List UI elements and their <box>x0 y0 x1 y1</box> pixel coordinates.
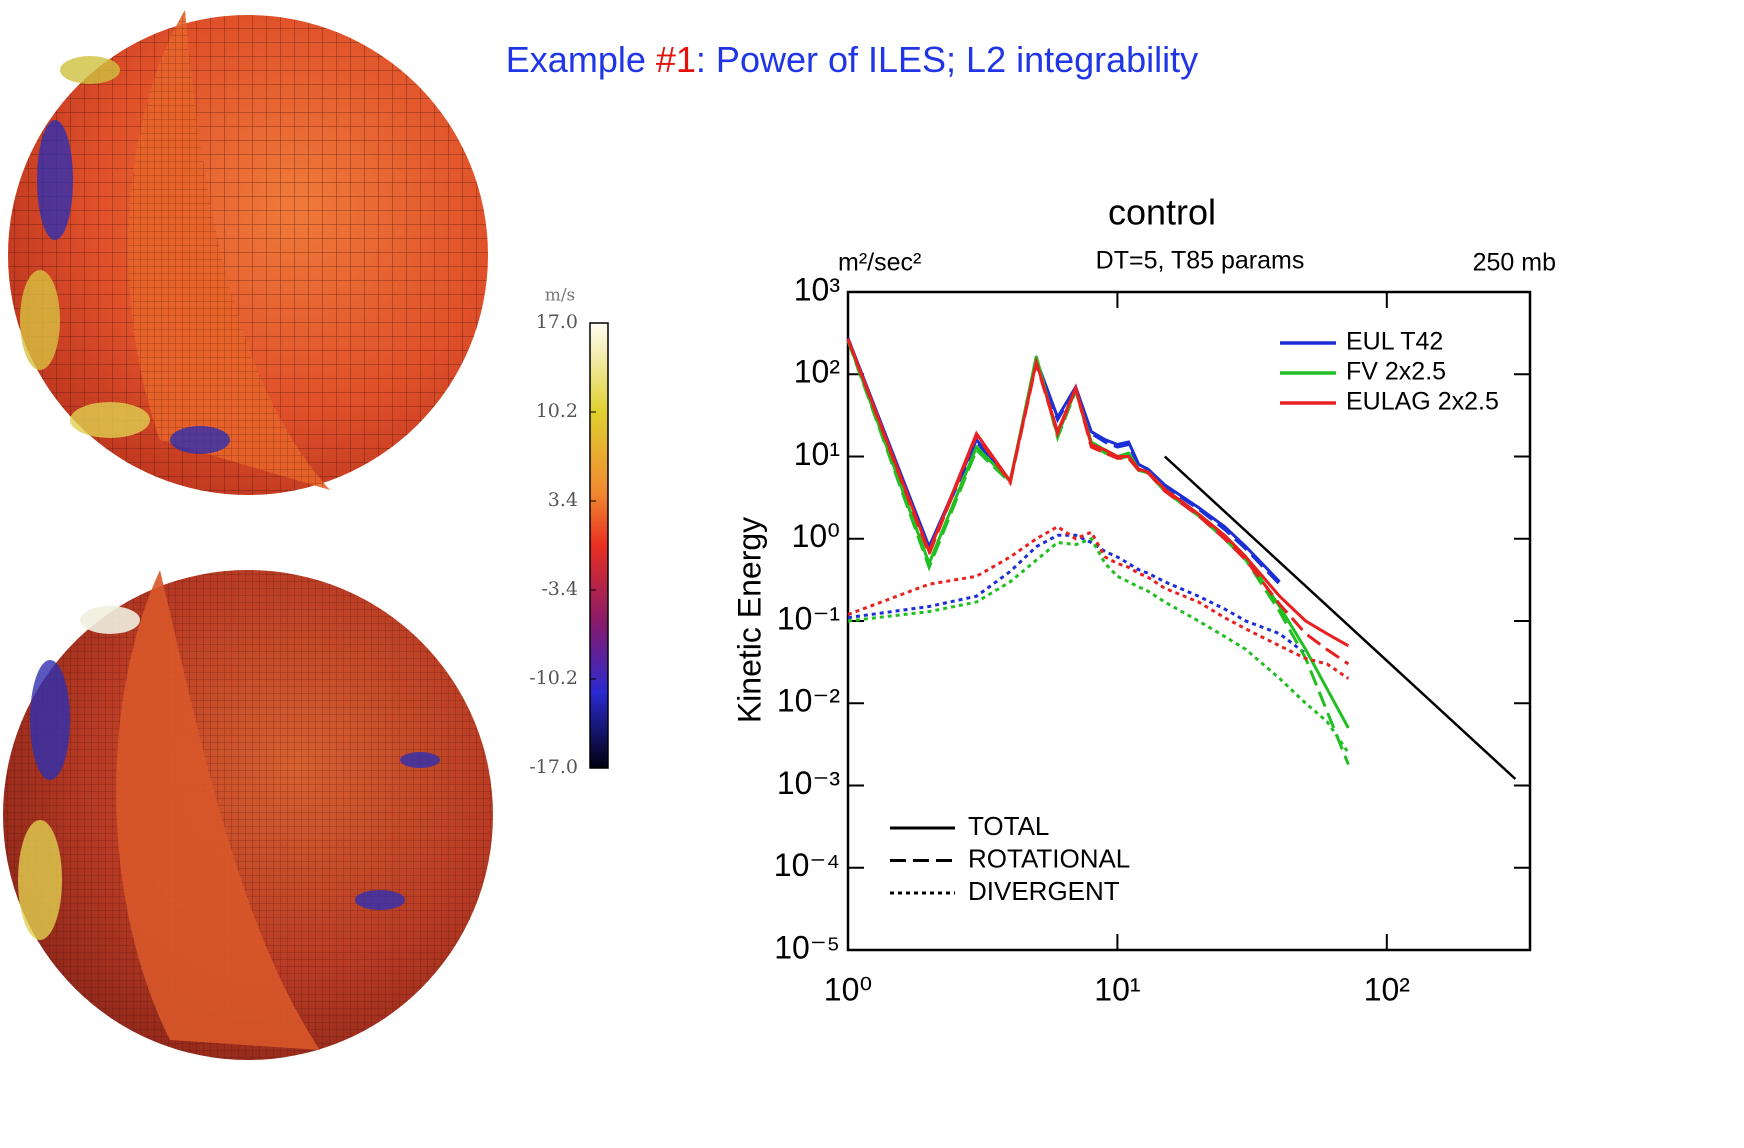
colorbar-unit: m/s <box>545 286 576 306</box>
series-line <box>846 338 1350 648</box>
reference-line <box>1163 455 1517 780</box>
style-legend-label: DIVERGENT <box>968 876 1120 906</box>
level-label: 250 mb <box>1473 249 1556 277</box>
y-tick-label: 10³ <box>794 271 841 307</box>
y-tick-label: 10⁻⁵ <box>774 929 840 965</box>
y-tick-label: 10⁻² <box>777 683 840 719</box>
colorbar-tick-label: -17.0 <box>529 756 578 778</box>
colorbar-tick-label: 3.4 <box>548 489 578 511</box>
colorbar-gradient <box>589 322 609 769</box>
chart: control DT=5, T85 params m²/sec² 250 mb Kine… <box>731 192 1556 1008</box>
sphere-top <box>8 10 488 495</box>
title-part: #1 <box>656 39 696 80</box>
x-tick-label: 10² <box>1364 971 1411 1007</box>
y-tick-label: 10⁰ <box>792 518 840 554</box>
title-part: : Power of ILES; L2 integrability <box>696 39 1198 80</box>
sphere-bottom <box>3 570 493 1060</box>
y-tick-label: 10⁻¹ <box>777 600 840 636</box>
colorbar-tick-label: -10.2 <box>529 667 578 689</box>
unit-label: m²/sec² <box>838 249 921 277</box>
series-line <box>847 524 1350 680</box>
y-tick-label: 10⁻³ <box>777 765 840 801</box>
series-line <box>847 533 1307 655</box>
y-tick-label: 10¹ <box>794 436 840 472</box>
legend-label: FV 2x2.5 <box>1346 358 1446 386</box>
colorbar-tick-label: 10.2 <box>536 400 578 422</box>
legend-label: EUL T42 <box>1346 328 1443 356</box>
colorbar: m/s 17.0 10.2 3.4 -3.4 -10.2 -17.0 <box>529 286 609 778</box>
chart-subtitle: DT=5, T85 params <box>1096 247 1305 275</box>
chart-title: control <box>1108 192 1216 233</box>
slide-title: Example #1: Power of ILES; L2 integrabil… <box>506 39 1198 80</box>
series-line <box>846 338 1281 586</box>
title-part: Example <box>506 39 656 80</box>
style-legend-label: TOTAL <box>968 811 1049 841</box>
colorbar-tick-label: 17.0 <box>536 311 578 333</box>
y-tick-label: 10⁻⁴ <box>774 847 840 883</box>
series-line <box>847 536 1350 754</box>
style-legend-label: ROTATIONAL <box>968 843 1130 873</box>
y-axis-label: Kinetic Energy <box>731 517 767 723</box>
x-tick-label: 10⁰ <box>824 971 872 1007</box>
series-line <box>846 338 1350 666</box>
y-tick-label: 10² <box>794 354 841 390</box>
legend-label: EULAG 2x2.5 <box>1346 388 1499 416</box>
x-tick-label: 10¹ <box>1094 971 1140 1007</box>
colorbar-tick-label: -3.4 <box>541 578 578 600</box>
